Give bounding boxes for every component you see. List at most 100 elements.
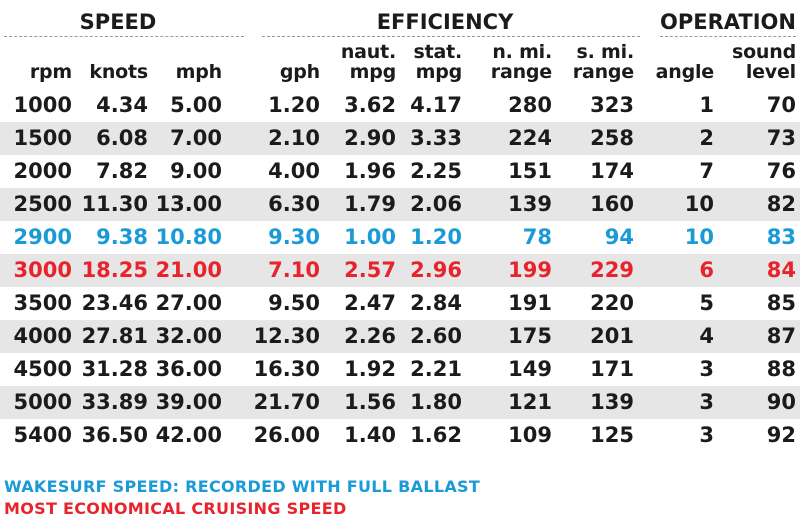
- col-header-line2: angle: [655, 61, 715, 83]
- table-cell: 2500: [13, 192, 72, 216]
- table-cell: 323: [590, 93, 634, 117]
- table-cell: 2.90: [344, 126, 396, 150]
- table-cell: 5000: [13, 390, 72, 414]
- table-cell: 6.30: [268, 192, 320, 216]
- table-cell: 220: [590, 291, 634, 315]
- table-cell: 1.96: [344, 159, 396, 183]
- table-cell: 4.17: [410, 93, 462, 117]
- table-cell: 70: [766, 93, 796, 117]
- table-cell: 92: [766, 423, 796, 447]
- table-cell: 2.26: [344, 324, 396, 348]
- table-cell: 2.25: [410, 159, 462, 183]
- table-cell: 12.30: [253, 324, 320, 348]
- table-cell: 82: [766, 192, 796, 216]
- table-row: 1000 4.34 5.00 1.20 3.62 4.17 280 323 1 70: [0, 89, 800, 122]
- table-cell: 85: [766, 291, 796, 315]
- table-cell: 6.08: [96, 126, 148, 150]
- table-cell: 3000: [13, 258, 72, 282]
- table-cell: 139: [508, 192, 552, 216]
- table-row: 2000 7.82 9.00 4.00 1.96 2.25 151 174 7 76: [0, 155, 800, 188]
- table-row: 1500 6.08 7.00 2.10 2.90 3.33 224 258 2 73: [0, 122, 800, 155]
- table-cell: 11.30: [81, 192, 148, 216]
- table-cell: 6: [699, 258, 714, 282]
- table-cell: 73: [766, 126, 796, 150]
- table-cell: 21.00: [155, 258, 222, 282]
- table-cell: 84: [766, 258, 796, 282]
- table-cell: 3: [699, 423, 714, 447]
- col-header-line1: sound: [731, 41, 796, 63]
- table-cell: 1.80: [410, 390, 462, 414]
- note-wakesurf: WAKESURF SPEED: RECORDED WITH FULL BALLA…: [4, 477, 481, 496]
- col-header-line2: rpm: [29, 61, 72, 83]
- table-cell: 1.92: [344, 357, 396, 381]
- table-cell: 109: [508, 423, 552, 447]
- table-cell: 21.70: [253, 390, 320, 414]
- table-cell: 36.50: [81, 423, 148, 447]
- col-header-line1: stat.: [413, 41, 462, 63]
- table-cell: 7: [699, 159, 714, 183]
- table-row: 2500 11.30 13.00 6.30 1.79 2.06 139 160 10 82: [0, 188, 800, 221]
- table-cell: 280: [508, 93, 552, 117]
- table-cell: 31.28: [81, 357, 148, 381]
- table-cell: 9.30: [268, 225, 320, 249]
- table-cell: 5: [699, 291, 714, 315]
- table-cell: 2.96: [410, 258, 462, 282]
- table-cell: 2000: [13, 159, 72, 183]
- table-cell: 191: [508, 291, 552, 315]
- table-cell: 1.79: [344, 192, 396, 216]
- table-cell: 5400: [13, 423, 72, 447]
- col-header-line2: mpg: [349, 61, 397, 83]
- table-cell: 224: [508, 126, 552, 150]
- col-header-line2: mph: [175, 61, 223, 83]
- table-cell: 88: [766, 357, 796, 381]
- table-cell: 199: [508, 258, 552, 282]
- col-header-line1: n. mi.: [492, 41, 552, 63]
- table-cell: 2.10: [268, 126, 320, 150]
- table-cell: 125: [590, 423, 634, 447]
- table-cell: 121: [508, 390, 552, 414]
- table-cell: 33.89: [81, 390, 148, 414]
- table-cell: 201: [590, 324, 634, 348]
- table-cell: 10.80: [155, 225, 222, 249]
- table-cell: 90: [766, 390, 796, 414]
- table-cell: 10: [684, 225, 714, 249]
- group-efficiency-rule: [262, 36, 640, 37]
- table-cell: 2.47: [344, 291, 396, 315]
- group-efficiency: EFFICIENCY: [376, 10, 514, 34]
- table-cell: 18.25: [81, 258, 148, 282]
- table-cell: 171: [590, 357, 634, 381]
- col-header-line2: range: [490, 61, 552, 83]
- table-cell: 26.00: [253, 423, 320, 447]
- table-cell: 160: [590, 192, 634, 216]
- group-operation: OPERATION: [660, 10, 796, 34]
- table-cell: 42.00: [155, 423, 222, 447]
- table-cell: 1.40: [344, 423, 396, 447]
- col-header-line2: mpg: [415, 61, 463, 83]
- table-cell: 1.56: [344, 390, 396, 414]
- group-operation-rule: [660, 36, 796, 37]
- table-cell: 23.46: [81, 291, 148, 315]
- table-cell: 258: [590, 126, 634, 150]
- col-header-line2: knots: [89, 61, 148, 83]
- table-cell: 2: [699, 126, 714, 150]
- table-cell: 2900: [13, 225, 72, 249]
- table-cell: 4: [699, 324, 714, 348]
- table-cell: 83: [766, 225, 796, 249]
- table-cell: 9.00: [170, 159, 222, 183]
- table-cell: 7.82: [96, 159, 148, 183]
- table-cell: 4.00: [268, 159, 320, 183]
- table-cell: 3: [699, 357, 714, 381]
- table-row: 2900 9.38 10.80 9.30 1.00 1.20 78 94 10 83: [0, 221, 800, 254]
- table-row: 3000 18.25 21.00 7.10 2.57 2.96 199 229 6 84: [0, 254, 800, 287]
- table-cell: 3500: [13, 291, 72, 315]
- col-header-line2: level: [745, 61, 796, 83]
- col-header-line1: naut.: [340, 41, 396, 63]
- table-cell: 27.00: [155, 291, 222, 315]
- table-cell: 32.00: [155, 324, 222, 348]
- table-cell: 9.50: [268, 291, 320, 315]
- table-cell: 27.81: [81, 324, 148, 348]
- table-cell: 13.00: [155, 192, 222, 216]
- table-cell: 2.21: [410, 357, 462, 381]
- table-cell: 1.00: [344, 225, 396, 249]
- table-cell: 4.34: [96, 93, 148, 117]
